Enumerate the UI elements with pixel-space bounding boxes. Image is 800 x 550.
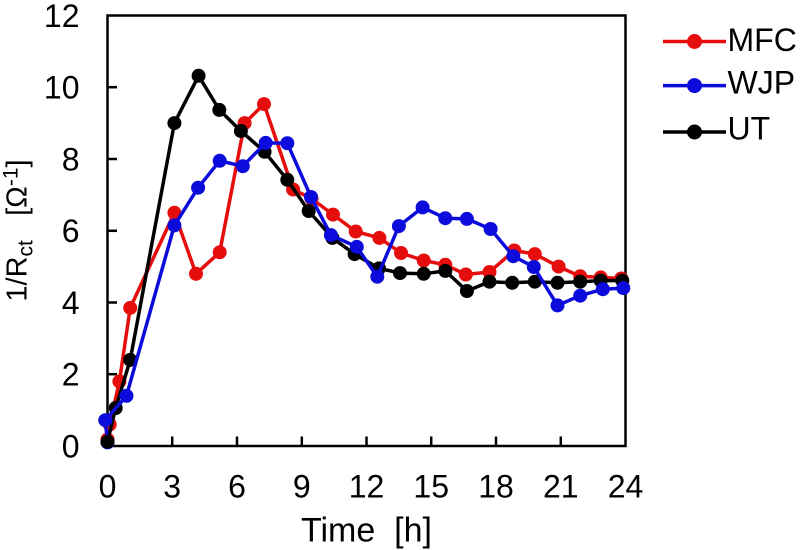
svg-text:2: 2 xyxy=(62,357,80,393)
svg-text:18: 18 xyxy=(478,469,514,505)
svg-text:9: 9 xyxy=(293,469,311,505)
svg-text:0: 0 xyxy=(99,469,117,505)
svg-text:6: 6 xyxy=(62,213,80,249)
svg-text:10: 10 xyxy=(44,70,80,106)
svg-text:0: 0 xyxy=(62,428,80,464)
svg-text:6: 6 xyxy=(228,469,246,505)
svg-text:12: 12 xyxy=(44,0,80,34)
svg-text:Time [h]: Time [h] xyxy=(301,512,432,550)
svg-text:MFC: MFC xyxy=(728,22,797,58)
svg-text:4: 4 xyxy=(62,285,80,321)
svg-text:8: 8 xyxy=(62,141,80,177)
svg-text:12: 12 xyxy=(349,469,385,505)
svg-text:24: 24 xyxy=(608,469,644,505)
svg-text:15: 15 xyxy=(413,469,449,505)
svg-text:21: 21 xyxy=(543,469,579,505)
svg-text:3: 3 xyxy=(163,469,181,505)
svg-text:WJP: WJP xyxy=(728,65,796,101)
svg-text:1/Rct [Ω-1]: 1/Rct [Ω-1] xyxy=(0,159,38,301)
svg-text:UT: UT xyxy=(728,111,771,147)
